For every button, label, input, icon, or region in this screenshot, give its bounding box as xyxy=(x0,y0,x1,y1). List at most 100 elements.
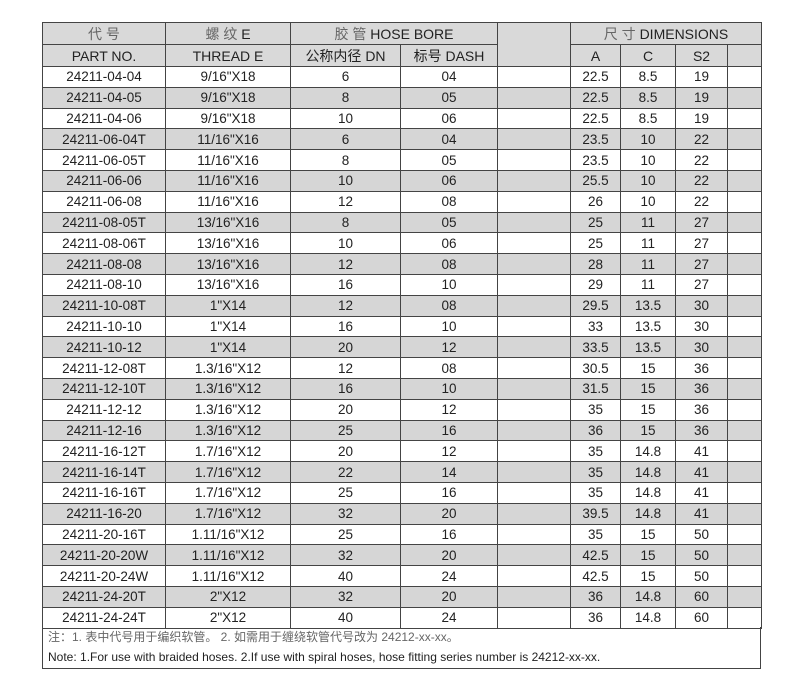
cell-blank xyxy=(497,523,571,546)
cell-thread: 1.3/16"X12 xyxy=(165,398,291,421)
table-row: 24211-08-10 13/16"X16 16 10 29 11 27 xyxy=(42,273,763,296)
header-blank-2 xyxy=(726,44,763,67)
header-part-no: PART NO. xyxy=(42,44,166,67)
cell-c: 14.8 xyxy=(620,502,676,525)
cell-blank-2 xyxy=(726,211,763,234)
cell-blank xyxy=(497,461,571,483)
cell-c: 10 xyxy=(620,190,676,213)
cell-c: 8.5 xyxy=(620,107,676,130)
cell-dn: 32 xyxy=(290,544,401,567)
table-row: 24211-16-16T 1.7/16"X12 25 16 35 14.8 41 xyxy=(42,481,763,504)
cell-c: 11 xyxy=(620,211,676,234)
cell-part-no: 24211-08-05T xyxy=(42,211,166,234)
cell-dn: 10 xyxy=(290,232,401,255)
note-en: Note: 1.For use with braided hoses. 2.If… xyxy=(48,650,601,664)
cell-s2: 36 xyxy=(675,419,728,442)
cell-a: 36 xyxy=(570,585,621,608)
cell-part-no: 24211-06-08 xyxy=(42,190,166,213)
cell-thread: 11/16"X16 xyxy=(165,149,291,171)
cell-dn: 6 xyxy=(290,128,401,151)
cell-part-no: 24211-12-16 xyxy=(42,419,166,442)
header-a: A xyxy=(570,44,621,67)
cell-blank-2 xyxy=(726,440,763,463)
cell-blank xyxy=(497,273,571,296)
table-row: 24211-12-08T 1.3/16"X12 12 08 30.5 15 36 xyxy=(42,357,763,379)
cell-s2: 19 xyxy=(675,107,728,130)
cell-blank-2 xyxy=(726,461,763,483)
cell-s2: 22 xyxy=(675,190,728,213)
cell-dn: 10 xyxy=(290,169,401,192)
cell-blank-2 xyxy=(726,86,763,109)
cell-c: 8.5 xyxy=(620,86,676,109)
cell-dash: 12 xyxy=(400,440,498,463)
cell-blank-2 xyxy=(726,398,763,421)
cell-blank xyxy=(497,398,571,421)
cell-blank xyxy=(497,419,571,442)
cell-dn: 25 xyxy=(290,481,401,504)
cell-dash: 06 xyxy=(400,169,498,192)
cell-dash: 20 xyxy=(400,585,498,608)
cell-c: 8.5 xyxy=(620,66,676,88)
cell-a: 23.5 xyxy=(570,128,621,151)
cell-a: 42.5 xyxy=(570,544,621,567)
cell-c: 15 xyxy=(620,398,676,421)
cell-part-no: 24211-04-05 xyxy=(42,86,166,109)
cell-dn: 12 xyxy=(290,357,401,379)
cell-blank xyxy=(497,190,571,213)
cell-a: 35 xyxy=(570,398,621,421)
cell-dn: 12 xyxy=(290,253,401,275)
cell-dn: 10 xyxy=(290,107,401,130)
cell-dash: 10 xyxy=(400,377,498,400)
cell-dn: 8 xyxy=(290,211,401,234)
cell-blank xyxy=(497,606,571,629)
cell-blank xyxy=(497,253,571,275)
cell-s2: 50 xyxy=(675,544,728,567)
cell-dn: 16 xyxy=(290,315,401,338)
cell-thread: 1"X14 xyxy=(165,336,291,359)
cell-thread: 11/16"X16 xyxy=(165,128,291,151)
cell-blank-2 xyxy=(726,336,763,359)
cell-a: 35 xyxy=(570,461,621,483)
cell-a: 31.5 xyxy=(570,377,621,400)
cell-part-no: 24211-16-20 xyxy=(42,502,166,525)
cell-part-no: 24211-12-12 xyxy=(42,398,166,421)
table-row: 24211-10-08T 1"X14 12 08 29.5 13.5 30 xyxy=(42,294,763,317)
cell-blank-2 xyxy=(726,253,763,275)
cell-s2: 41 xyxy=(675,502,728,525)
cell-blank xyxy=(497,585,571,608)
cell-c: 13.5 xyxy=(620,336,676,359)
table-row: 24211-08-05T 13/16"X16 8 05 25 11 27 xyxy=(42,211,763,234)
cell-blank xyxy=(497,107,571,130)
cell-dash: 10 xyxy=(400,273,498,296)
cell-blank xyxy=(497,377,571,400)
cell-c: 15 xyxy=(620,544,676,567)
cell-part-no: 24211-04-06 xyxy=(42,107,166,130)
cell-s2: 60 xyxy=(675,585,728,608)
cell-thread: 11/16"X16 xyxy=(165,169,291,192)
cell-blank xyxy=(497,232,571,255)
table-row: 24211-16-20 1.7/16"X12 32 20 39.5 14.8 41 xyxy=(42,502,763,525)
cell-part-no: 24211-06-04T xyxy=(42,128,166,151)
cell-blank xyxy=(497,315,571,338)
cell-thread: 1"X14 xyxy=(165,294,291,317)
cell-s2: 22 xyxy=(675,149,728,171)
cell-thread: 1.7/16"X12 xyxy=(165,481,291,504)
cell-blank xyxy=(497,357,571,379)
cell-s2: 50 xyxy=(675,523,728,546)
cell-blank-2 xyxy=(726,128,763,151)
cell-dash: 06 xyxy=(400,232,498,255)
cell-dash: 20 xyxy=(400,544,498,567)
cell-part-no: 24211-12-10T xyxy=(42,377,166,400)
cell-thread: 2"X12 xyxy=(165,606,291,629)
cell-s2: 27 xyxy=(675,232,728,255)
cell-dash: 05 xyxy=(400,149,498,171)
cell-part-no: 24211-16-14T xyxy=(42,461,166,483)
cell-a: 29 xyxy=(570,273,621,296)
cell-s2: 19 xyxy=(675,86,728,109)
cell-s2: 36 xyxy=(675,398,728,421)
cell-dn: 40 xyxy=(290,606,401,629)
cell-s2: 41 xyxy=(675,481,728,504)
table-row: 24211-08-08 13/16"X16 12 08 28 11 27 xyxy=(42,253,763,275)
cell-blank-2 xyxy=(726,66,763,88)
cell-thread: 1.11/16"X12 xyxy=(165,523,291,546)
